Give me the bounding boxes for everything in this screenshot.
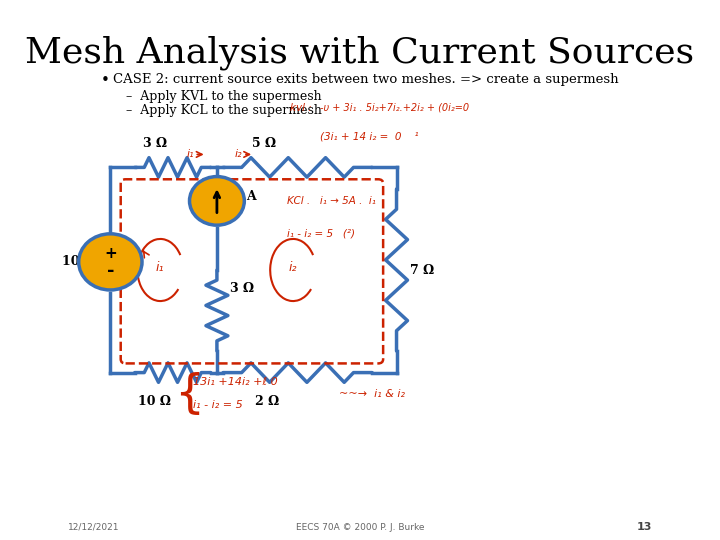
Text: -: - <box>107 261 114 280</box>
Text: i₁ - i₂ = 5   (²): i₁ - i₂ = 5 (²) <box>287 228 355 238</box>
Text: -υ + 3i₁ . 5i₂+7i₂.+2i₂ + (0i₂=0: -υ + 3i₁ . 5i₂+7i₂.+2i₂ + (0i₂=0 <box>320 103 469 113</box>
Text: 13i₁ +14i₂ +ℓ 0: 13i₁ +14i₂ +ℓ 0 <box>192 377 277 387</box>
Text: kvl :: kvl : <box>290 103 312 113</box>
Text: i₁: i₁ <box>156 261 165 274</box>
Circle shape <box>78 234 142 290</box>
Text: (3i₁ + 14 i₂ =  0    ¹: (3i₁ + 14 i₂ = 0 ¹ <box>320 131 419 141</box>
Text: i₁: i₁ <box>187 150 194 159</box>
Text: CASE 2: current source exits between two meshes. => create a supermesh: CASE 2: current source exits between two… <box>114 73 619 86</box>
Text: 3 Ω: 3 Ω <box>143 137 167 150</box>
Text: i₂: i₂ <box>289 261 297 274</box>
Text: 3 Ω: 3 Ω <box>230 282 254 295</box>
Circle shape <box>189 177 244 225</box>
Text: i₂: i₂ <box>235 150 242 159</box>
Text: EECS 70A © 2000 P. J. Burke: EECS 70A © 2000 P. J. Burke <box>296 523 424 532</box>
Text: 7 Ω: 7 Ω <box>410 264 434 276</box>
Text: 10 Ω: 10 Ω <box>138 395 171 408</box>
Text: •: • <box>102 73 110 88</box>
Text: KCl .   i₁ → 5A .  i₁: KCl . i₁ → 5A . i₁ <box>287 196 376 206</box>
Text: ~~→  i₁ & i₂: ~~→ i₁ & i₂ <box>338 389 405 399</box>
Text: 10 v: 10 v <box>62 255 91 268</box>
Text: 2 Ω: 2 Ω <box>256 395 279 408</box>
Text: +: + <box>104 246 117 261</box>
Text: –  Apply KCL to the supermesh: – Apply KCL to the supermesh <box>125 104 321 117</box>
Text: Mesh Analysis with Current Sources: Mesh Analysis with Current Sources <box>25 35 695 70</box>
Text: 12/12/2021: 12/12/2021 <box>68 523 120 532</box>
Text: {: { <box>174 372 204 417</box>
Text: 13: 13 <box>637 522 652 532</box>
Text: i₁ - i₂ = 5: i₁ - i₂ = 5 <box>192 400 243 410</box>
Text: 5 Ω: 5 Ω <box>252 137 276 150</box>
Text: 5 A: 5 A <box>234 190 257 203</box>
Text: –  Apply KVL to the supermesh: – Apply KVL to the supermesh <box>125 90 321 103</box>
